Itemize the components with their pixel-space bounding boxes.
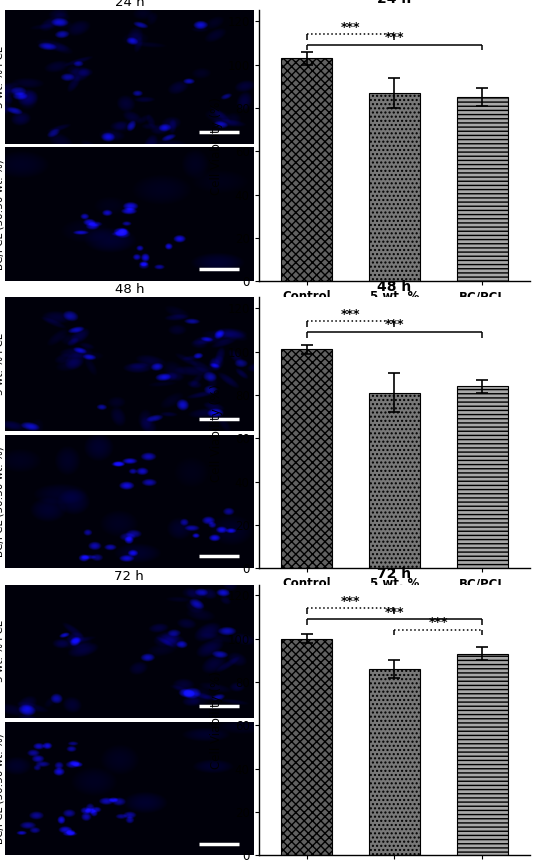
Bar	[281, 349, 332, 569]
Y-axis label: Cell Viability (%): Cell Viability (%)	[210, 671, 223, 769]
Title: 24 h: 24 h	[377, 0, 411, 6]
Title: 48 h: 48 h	[115, 283, 144, 296]
Text: ***: ***	[385, 606, 404, 619]
Text: ***: ***	[429, 616, 448, 629]
Title: 24 h: 24 h	[115, 0, 144, 10]
Bar	[369, 669, 420, 855]
Bar	[457, 386, 507, 569]
Y-axis label: Cell Viability (%): Cell Viability (%)	[210, 384, 223, 482]
Title: 72 h: 72 h	[115, 570, 144, 583]
Y-axis label: 5 wt. % PCL: 5 wt. % PCL	[0, 47, 5, 108]
Text: ***: ***	[341, 308, 360, 321]
Bar	[369, 393, 420, 569]
Text: ***: ***	[341, 594, 360, 607]
Title: 72 h: 72 h	[377, 567, 411, 581]
Bar	[457, 654, 507, 855]
Title: 48 h: 48 h	[377, 280, 411, 294]
Bar	[281, 58, 332, 281]
Y-axis label: 5 wt. % PCL: 5 wt. % PCL	[0, 620, 5, 683]
Bar	[281, 638, 332, 855]
Bar	[369, 92, 420, 281]
Y-axis label: BC/PCL (50:50 wt. %): BC/PCL (50:50 wt. %)	[0, 734, 5, 844]
Bar	[457, 97, 507, 281]
Y-axis label: 5 wt. % PCL: 5 wt. % PCL	[0, 334, 5, 395]
Y-axis label: BC/PCL (50:50 wt. %): BC/PCL (50:50 wt. %)	[0, 159, 5, 270]
Y-axis label: Cell Viability (%): Cell Viability (%)	[210, 97, 223, 194]
Text: ***: ***	[385, 31, 404, 44]
Text: ***: ***	[341, 21, 360, 34]
Text: ***: ***	[385, 319, 404, 332]
Y-axis label: BC/PCL (50:50 wt. %): BC/PCL (50:50 wt. %)	[0, 446, 5, 556]
